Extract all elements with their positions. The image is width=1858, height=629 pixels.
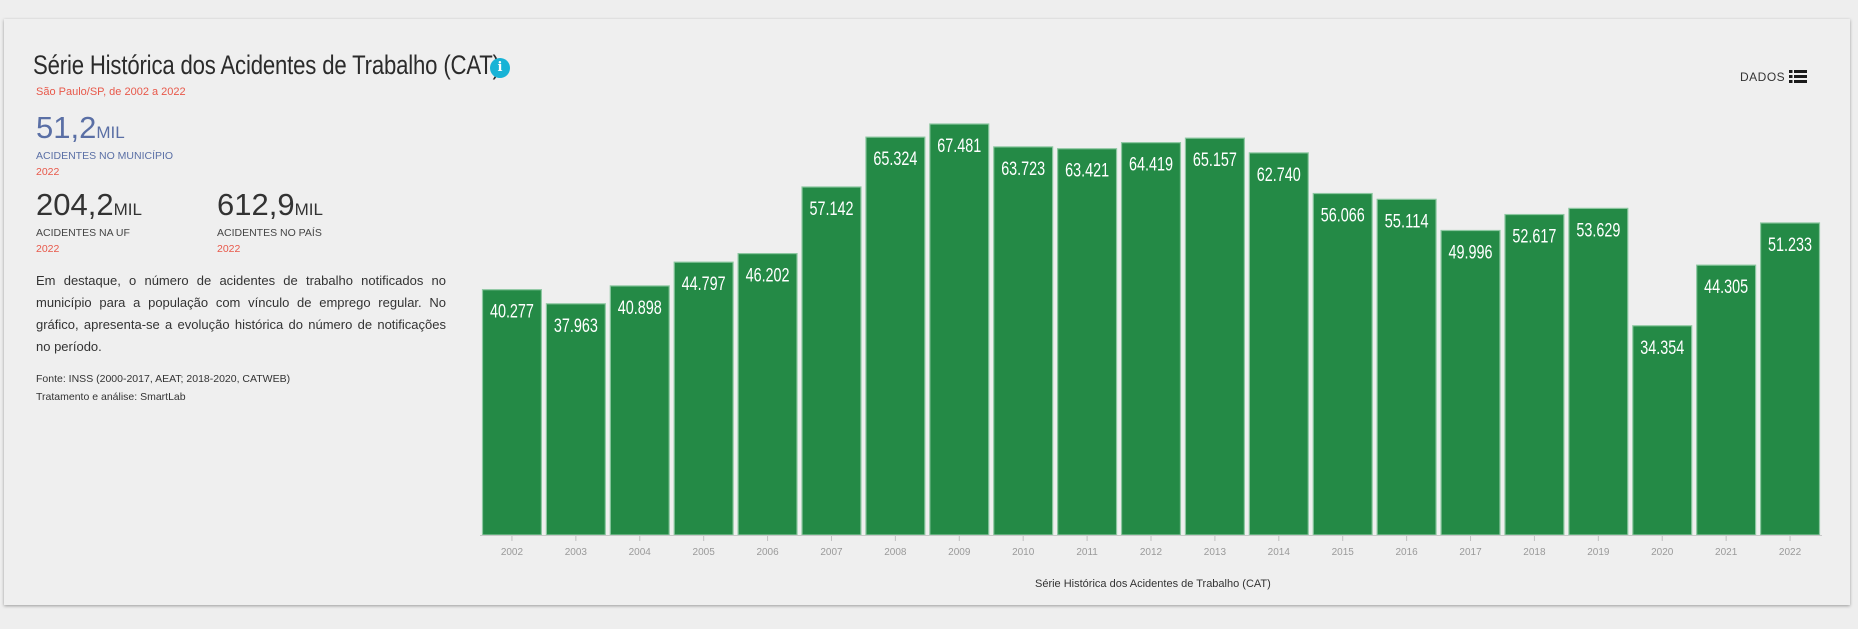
x-tick-label: 2009 (948, 547, 971, 558)
x-tick-label: 2004 (629, 547, 652, 558)
bar-value-label: 53.629 (1576, 220, 1620, 241)
stat-value: 204,2MIL (36, 187, 142, 225)
stat-number: 204,2 (36, 187, 114, 222)
bars-group: 40.277 37.963 40.898 44.797 46.202 57.142 65.3… (481, 123, 1821, 536)
dados-button[interactable]: DADOS (1740, 70, 1786, 84)
x-tick-label: 2022 (1779, 547, 1802, 558)
bar-2017[interactable] (1440, 229, 1501, 536)
bar-value-label: 65.157 (1193, 150, 1237, 171)
bar-2021[interactable] (1696, 264, 1757, 536)
bar-2004[interactable] (609, 285, 670, 536)
bar-2020[interactable] (1632, 325, 1693, 536)
x-tick-label: 2015 (1332, 547, 1355, 558)
bar-value-label: 51.233 (1768, 235, 1812, 256)
bar-value-label: 63.421 (1065, 161, 1109, 182)
stat-unit: MIL (113, 200, 142, 219)
bar-value-label: 67.481 (937, 136, 981, 157)
x-tick-label: 2007 (820, 547, 843, 558)
bar-value-label: 55.114 (1385, 211, 1429, 232)
x-tick-label: 2017 (1459, 547, 1482, 558)
bar-2015[interactable] (1312, 192, 1373, 536)
description: Em destaque, o número de acidentes de tr… (36, 273, 446, 354)
x-tick-label: 2013 (1204, 547, 1227, 558)
bar-value-label: 44.305 (1704, 277, 1748, 298)
bar-2003[interactable] (545, 303, 606, 536)
x-tick-label: 2019 (1587, 547, 1610, 558)
bar-value-label: 37.963 (554, 316, 598, 337)
stat-year: 2022 (217, 243, 241, 255)
stat-year: 2022 (36, 243, 60, 255)
stat-pais: 612,9MIL ACIDENTES NO PAÍS 2022 (217, 187, 323, 255)
bar-2008[interactable] (865, 136, 926, 536)
x-tick-label: 2003 (565, 547, 588, 558)
stat-label: ACIDENTES NA UF (36, 227, 130, 239)
x-tick-label: 2018 (1523, 547, 1546, 558)
info-icon[interactable]: i (490, 58, 510, 78)
x-tick-label: 2012 (1140, 547, 1163, 558)
bar-2012[interactable] (1120, 142, 1182, 536)
x-axis-title: Série Histórica dos Acidentes de Trabalh… (1035, 578, 1271, 590)
bar-2006[interactable] (737, 253, 798, 536)
bar-value-label: 46.202 (746, 266, 790, 287)
x-tick-label: 2010 (1012, 547, 1035, 558)
source-note: Fonte: INSS (2000-2017, AEAT; 2018-2020,… (36, 370, 290, 406)
bar-2013[interactable] (1184, 137, 1245, 536)
bar-2016[interactable] (1376, 198, 1437, 536)
bar-value-label: 40.898 (618, 298, 662, 319)
bar-2009[interactable] (929, 123, 990, 536)
bar-2005[interactable] (673, 261, 734, 536)
bar-value-label: 65.324 (873, 149, 917, 170)
x-tick-label: 2016 (1395, 547, 1418, 558)
x-tick-label: 2021 (1715, 547, 1738, 558)
stat-value: 51,2MIL (36, 110, 173, 148)
bar-2010[interactable] (993, 146, 1054, 536)
x-tick-label: 2011 (1076, 547, 1098, 558)
bar-value-label: 64.419 (1129, 155, 1173, 176)
page-title: Série Histórica dos Acidentes de Trabalh… (33, 50, 500, 80)
bar-value-label: 52.617 (1512, 227, 1556, 248)
x-tick-label: 2002 (501, 547, 524, 558)
bar-value-label: 57.142 (809, 199, 853, 220)
bar-value-label: 62.740 (1257, 165, 1301, 186)
x-axis: 2002 2003 2004 2005 2006 2007 2008 2009 2010 2011… (480, 535, 1822, 558)
bar-2022[interactable] (1759, 222, 1821, 536)
x-tick-label: 2008 (884, 547, 907, 558)
bar-value-label: 63.723 (1001, 159, 1045, 180)
stat-value: 612,9MIL (217, 187, 323, 225)
x-tick-label: 2020 (1651, 547, 1674, 558)
bar-2007[interactable] (801, 186, 862, 536)
x-tick-label: 2005 (693, 547, 716, 558)
x-tick-label: 2014 (1268, 547, 1291, 558)
source-line: Fonte: INSS (2000-2017, AEAT; 2018-2020,… (36, 373, 291, 385)
bar-2018[interactable] (1504, 213, 1565, 536)
bar-value-label: 34.354 (1640, 338, 1684, 359)
stat-year: 2022 (36, 166, 60, 178)
bar-2002[interactable] (481, 289, 543, 536)
stat-uf: 204,2MIL ACIDENTES NA UF 2022 (36, 187, 142, 255)
bar-value-label: 40.277 (490, 302, 534, 323)
bar-2011[interactable] (1057, 148, 1118, 536)
x-tick-label: 2006 (756, 547, 779, 558)
stat-unit: MIL (294, 200, 323, 219)
stat-unit: MIL (96, 123, 125, 142)
bar-2014[interactable] (1248, 152, 1309, 536)
credit-line: Tratamento e análise: SmartLab (36, 391, 186, 403)
stat-label: ACIDENTES NO PAÍS (217, 227, 322, 239)
stat-number: 51,2 (36, 110, 97, 145)
bar-value-label: 49.996 (1449, 242, 1493, 263)
bar-value-label: 44.797 (682, 274, 726, 295)
bar-2019[interactable] (1568, 207, 1629, 536)
list-icon[interactable] (1789, 70, 1807, 83)
subtitle: São Paulo/SP, de 2002 a 2022 (36, 86, 186, 98)
bar-value-label: 56.066 (1321, 206, 1365, 227)
stat-label: ACIDENTES NO MUNICÍPIO (36, 150, 174, 162)
stat-number: 612,9 (217, 187, 295, 222)
stat-municipio: 51,2MIL ACIDENTES NO MUNICÍPIO 2022 (36, 110, 174, 178)
